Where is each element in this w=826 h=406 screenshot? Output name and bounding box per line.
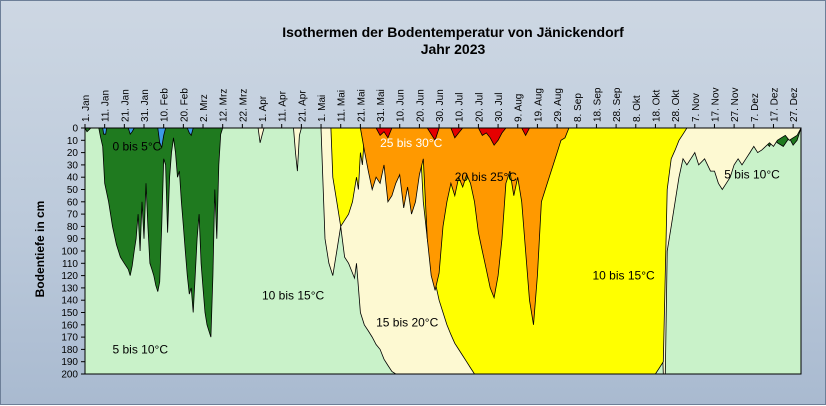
x-tick-label-31: 7. Nov	[691, 93, 702, 122]
y-tick-label-18: 180	[61, 345, 78, 356]
isotherm-band-4	[359, 127, 570, 325]
x-tick-label-27: 28. Sep	[612, 87, 623, 122]
x-tick-label-21: 30. Jul	[494, 93, 505, 122]
x-tick-label-8: 22. Mrz	[238, 89, 249, 122]
x-tick-label-29: 18. Okt	[651, 90, 662, 122]
y-tick-label-9: 90	[67, 234, 79, 245]
region-label-6: 10 bis 15°C	[593, 269, 656, 283]
region-label-2: 10 bis 15°C	[262, 288, 325, 302]
x-tick-label-13: 11. Mai	[337, 90, 348, 122]
y-tick-label-19: 190	[61, 357, 78, 368]
x-axis: 1. Jan 11. Jan 21. Jan 31. Jan 10. Feb 20. Fe…	[81, 87, 800, 128]
y-tick-label-7: 70	[67, 210, 79, 221]
y-tick-label-3: 30	[67, 160, 79, 171]
x-tick-label-33: 27. Nov	[730, 88, 741, 122]
chart-subtitle: Jahr 2023	[421, 41, 486, 57]
y-tick-label-12: 120	[61, 271, 78, 282]
y-tick-label-10: 100	[61, 247, 78, 258]
y-tick-label-8: 80	[67, 222, 79, 233]
y-tick-label-5: 50	[67, 185, 79, 196]
y-tick-label-14: 140	[61, 296, 78, 307]
region-label-5: 25 bis 30°C	[380, 136, 443, 150]
y-tick-label-17: 170	[61, 333, 78, 344]
region-label-7: 5 bis 10°C	[724, 168, 780, 182]
x-tick-label-4: 10. Feb	[160, 88, 171, 122]
region-labels: 0 bis 5°C 5 bis 10°C 10 bis 15°C 15 bis 20°…	[113, 136, 781, 357]
x-tick-label-12: 1. Mai	[317, 95, 328, 122]
x-tick-label-6: 2. Mrz	[199, 94, 210, 122]
y-tick-label-6: 60	[67, 197, 79, 208]
x-tick-label-25: 8. Sep	[573, 93, 584, 122]
x-tick-label-18: 30. Jun	[435, 89, 446, 122]
x-tick-label-17: 20. Jun	[415, 89, 426, 122]
x-tick-label-23: 19. Aug	[533, 88, 544, 122]
y-tick-label-13: 130	[61, 283, 78, 294]
y-tick-label-20: 200	[61, 370, 78, 381]
x-tick-label-5: 20. Feb	[179, 88, 190, 122]
x-tick-label-34: 7. Dez	[750, 93, 761, 122]
x-tick-label-10: 11. Apr	[278, 90, 289, 122]
x-tick-label-24: 29. Aug	[553, 88, 564, 122]
region-label-4: 20 bis 25°C	[455, 170, 518, 184]
x-tick-label-19: 10. Jul	[455, 93, 466, 122]
chart-title: Isothermen der Bodentemperatur von Jänic…	[282, 24, 624, 40]
region-label-0: 0 bis 5°C	[113, 139, 162, 153]
x-tick-label-2: 21. Jan	[120, 89, 131, 122]
y-tick-label-2: 20	[67, 148, 79, 159]
x-tick-label-9: 1. Apr	[258, 95, 269, 122]
x-tick-label-28: 8. Okt	[632, 95, 643, 122]
region-label-3: 15 bis 20°C	[376, 315, 439, 329]
x-tick-label-20: 20. Jul	[474, 93, 485, 122]
x-tick-label-7: 12. Mrz	[219, 89, 230, 122]
y-tick-label-4: 40	[67, 173, 79, 184]
x-tick-label-1: 11. Jan	[101, 90, 112, 122]
region-label-1: 5 bis 10°C	[113, 342, 169, 356]
x-tick-label-16: 10. Jun	[396, 89, 407, 122]
y-tick-label-15: 150	[61, 308, 78, 319]
x-tick-label-32: 17. Nov	[711, 88, 722, 122]
y-tick-label-11: 110	[62, 259, 78, 270]
x-tick-label-11: 21. Apr	[297, 90, 308, 122]
x-tick-label-15: 31. Mai	[376, 89, 387, 122]
x-tick-label-35: 17. Dez	[770, 88, 781, 122]
x-tick-label-3: 31. Jan	[140, 89, 151, 122]
x-tick-label-36: 27. Dez	[789, 88, 800, 122]
x-tick-label-30: 28. Okt	[671, 90, 682, 122]
isotherm-bands	[84, 127, 802, 375]
x-tick-label-14: 21. Mai	[356, 89, 367, 122]
x-tick-label-22: 9. Aug	[514, 94, 525, 122]
x-tick-label-0: 1. Jan	[81, 95, 92, 122]
y-tick-label-1: 10	[67, 136, 79, 147]
y-axis-title: Bodentiefe in cm	[33, 201, 47, 298]
y-tick-label-0: 0	[72, 124, 78, 135]
x-tick-label-26: 18. Sep	[592, 87, 603, 122]
y-tick-label-16: 160	[61, 320, 78, 331]
